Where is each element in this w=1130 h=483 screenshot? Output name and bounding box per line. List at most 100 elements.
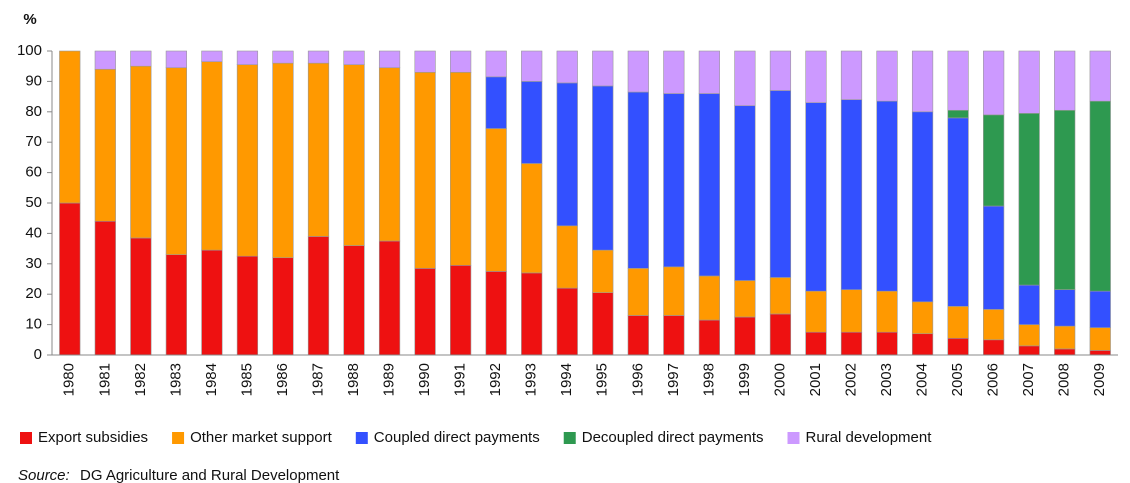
y-tick-label: 70 (25, 133, 42, 150)
bar-segment (1089, 350, 1111, 356)
bar-segment (947, 117, 969, 307)
bar-segment (485, 50, 507, 78)
bar-segment (343, 64, 365, 246)
bar-segment (592, 50, 614, 87)
x-tick-label: 2008 (1056, 363, 1073, 396)
y-tick-label: 50 (25, 194, 42, 211)
bar-segment (911, 50, 934, 113)
x-tick-label: 1980 (61, 363, 78, 396)
bar-segment (414, 50, 436, 73)
legend-label: Rural development (806, 429, 933, 446)
bar-segment (165, 67, 187, 255)
source-label: Source: (18, 467, 70, 483)
bar-segment (378, 50, 401, 69)
y-tick-label: 10 (25, 316, 42, 333)
bar-segment (414, 71, 436, 269)
x-tick-label: 1992 (487, 363, 504, 396)
bar-segment (485, 76, 507, 129)
bar-segment (130, 65, 152, 239)
bar-segment (805, 290, 827, 333)
bar-segment (165, 50, 187, 69)
bar-segment (627, 268, 649, 316)
bar-segment (1054, 348, 1076, 356)
bar-segment (1018, 113, 1040, 286)
legend-swatch (20, 432, 32, 444)
y-tick-label: 20 (25, 285, 42, 302)
bar-segment (627, 91, 649, 269)
bar-segment (876, 331, 898, 356)
bar-segment (521, 272, 543, 356)
bar-segment (769, 313, 792, 356)
bar-segment (307, 236, 330, 356)
bar-segment (911, 333, 934, 356)
x-tick-label: 1996 (629, 363, 646, 396)
bar-segment (663, 93, 685, 268)
bar-segment (983, 114, 1005, 207)
x-tick-label: 2001 (807, 363, 824, 396)
x-tick-label: 1982 (132, 363, 149, 396)
bar-segment (840, 50, 863, 100)
x-tick-label: 2007 (1020, 363, 1037, 396)
bar-segment (236, 50, 259, 65)
bar-segment (378, 240, 401, 356)
bar-segment (983, 205, 1005, 310)
bar-segment (983, 339, 1005, 356)
x-tick-label: 1987 (309, 363, 326, 396)
x-tick-label: 1984 (203, 363, 220, 396)
bar-segment (1089, 50, 1111, 102)
y-tick-label: 90 (25, 72, 42, 89)
bar-segment (698, 50, 720, 94)
bar-segment (556, 287, 578, 356)
bar-segment (1054, 325, 1076, 350)
bar-segment (59, 50, 81, 204)
source: DG Agriculture and Rural Development (80, 467, 340, 483)
x-tick-label: 1994 (558, 363, 575, 396)
x-tick-label: 1989 (381, 363, 398, 396)
bar-segment (947, 50, 969, 111)
bar-segment (556, 225, 578, 289)
x-tick-label: 1981 (96, 363, 113, 396)
legend-label: Other market support (190, 429, 333, 446)
bar-segment (130, 237, 152, 356)
x-tick-label: 1998 (700, 363, 717, 396)
legend-label: Coupled direct payments (374, 429, 540, 446)
bar-segment (1089, 100, 1111, 292)
bar-segment (485, 128, 507, 272)
bar-segment (450, 71, 472, 266)
bar-segment (947, 306, 969, 339)
bar-segment (94, 50, 116, 70)
bar-segment (201, 50, 223, 62)
bar-segment (769, 277, 792, 315)
bar-segment (450, 50, 472, 73)
bar-segment (911, 301, 934, 335)
bar-segment (876, 50, 898, 102)
x-tick-label: 2002 (842, 363, 859, 396)
bar-segment (556, 50, 578, 84)
bar-segment (307, 62, 330, 237)
bar-segment (59, 202, 81, 356)
bar-segment (983, 50, 1005, 116)
bar-segment (663, 315, 685, 356)
bar-segment (343, 245, 365, 356)
legend-label: Decoupled direct payments (582, 429, 764, 446)
bar-segment (521, 50, 543, 82)
legend-label: Export subsidies (38, 429, 148, 446)
bar-segment (592, 292, 614, 356)
bar-segment (769, 90, 792, 278)
bar-segment (734, 50, 756, 107)
bar-segment (876, 290, 898, 333)
x-tick-label: 1983 (167, 363, 184, 396)
bar-segment (307, 50, 330, 64)
bar-segment (521, 81, 543, 164)
bar-segment (1054, 109, 1076, 290)
bar-segment (663, 266, 685, 316)
bar-segment (663, 50, 685, 94)
x-tick-label: 1986 (274, 363, 291, 396)
bar-segment (805, 331, 827, 356)
x-tick-label: 1991 (452, 363, 469, 396)
bar-segment (805, 102, 827, 292)
bar-segment (556, 82, 578, 227)
bar-segment (698, 275, 720, 321)
bar-segment (592, 249, 614, 293)
